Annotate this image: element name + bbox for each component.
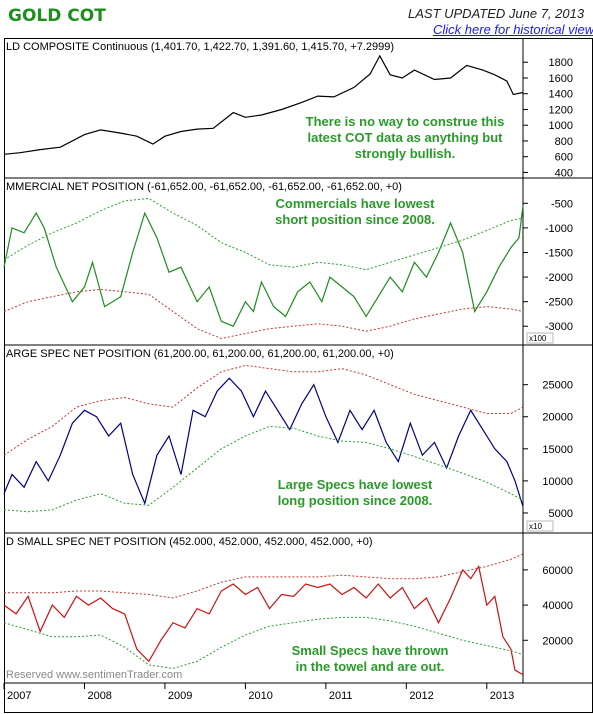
annotation-text: long position since 2008. [278, 493, 433, 508]
annotation-text: latest COT data as anything but [307, 130, 503, 145]
y-tick-label: 60000 [542, 565, 573, 577]
chart-frame [4, 38, 593, 713]
y-tick-label: 10000 [542, 476, 573, 488]
band-line [3, 197, 524, 271]
annotation-text: There is no way to construe this [306, 114, 505, 129]
panel-title: LD COMPOSITE Continuous (1,401.70, 1,422… [6, 41, 394, 53]
band-line [3, 364, 524, 456]
x-tick-label: 2013 [490, 690, 514, 702]
multiplier-label: x10 [529, 522, 542, 531]
y-tick-label: 1200 [549, 104, 573, 116]
band-line [3, 616, 524, 669]
y-tick-label: -2000 [545, 272, 573, 284]
y-tick-label: -2500 [545, 297, 573, 309]
y-tick-label: -500 [551, 198, 573, 210]
last-updated-label: LAST UPDATED June 7, 2013 [408, 6, 585, 21]
band-line [4, 553, 524, 599]
y-tick-label: 1600 [549, 73, 573, 85]
gold-cot-chart: LD COMPOSITE Continuous (1,401.70, 1,422… [3, 38, 593, 713]
x-tick-label: 2010 [248, 690, 272, 702]
annotation-text: short position since 2008. [275, 212, 435, 227]
watermark: Reserved www.sentimenTrader.com [6, 669, 182, 681]
multiplier-box [526, 332, 554, 344]
y-tick-label: 20000 [542, 635, 573, 647]
y-tick-label: 40000 [542, 600, 573, 612]
page-title: GOLD COT [8, 6, 106, 26]
y-tick-label: 400 [555, 167, 573, 179]
multiplier-box [526, 520, 554, 532]
y-tick-label: 15000 [542, 444, 573, 456]
series-line [3, 564, 524, 676]
x-tick-label: 2011 [329, 690, 353, 702]
historical-view-link[interactable]: Click here for historical view [433, 22, 593, 37]
annotation-text: Large Specs have lowest [278, 477, 433, 492]
panel-title: D SMALL SPEC NET POSITION (452.000, 452.… [6, 536, 373, 548]
y-tick-label: 800 [555, 136, 573, 148]
x-tick-label: 2009 [168, 690, 192, 702]
panel-title: MMERCIAL NET POSITION (-61,652.00, -61,6… [6, 181, 402, 193]
y-tick-label: 20000 [542, 412, 573, 424]
x-tick-label: 2012 [409, 690, 433, 702]
annotation-text: in the towel and are out. [296, 659, 445, 674]
series-line [3, 205, 524, 327]
x-tick-label: 2007 [7, 690, 31, 702]
band-line [3, 288, 524, 340]
panel-title: ARGE SPEC NET POSITION (61,200.00, 61,20… [6, 348, 394, 360]
band-line [3, 425, 524, 513]
y-tick-label: 1000 [549, 120, 573, 132]
x-tick-label: 2008 [87, 690, 111, 702]
y-tick-label: 25000 [542, 380, 573, 392]
multiplier-label: x100 [529, 334, 547, 343]
series-line [3, 377, 524, 507]
series-line [3, 54, 524, 155]
y-tick-label: 1800 [549, 57, 573, 69]
annotation-text: Small Specs have thrown [292, 643, 449, 658]
y-tick-label: 1400 [549, 89, 573, 101]
y-tick-label: -1500 [545, 247, 573, 259]
y-tick-label: -1000 [545, 223, 573, 235]
annotation-text: Commercials have lowest [276, 196, 436, 211]
annotation-text: strongly bullish. [355, 146, 455, 161]
y-tick-label: 5000 [549, 508, 573, 520]
y-tick-label: -3000 [545, 321, 573, 333]
y-tick-label: 600 [555, 152, 573, 164]
